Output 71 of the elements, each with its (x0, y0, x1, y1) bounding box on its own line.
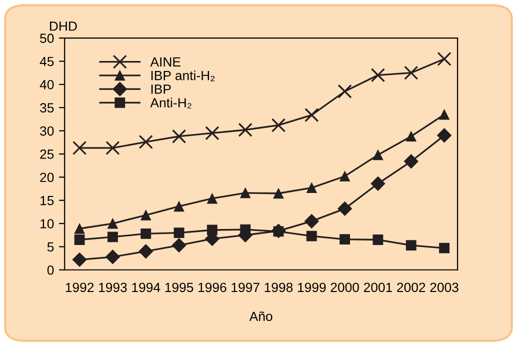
point (172, 129, 186, 144)
y-tick-label: 25 (40, 150, 54, 159)
point (174, 228, 184, 238)
y-tick-label: 0 (47, 265, 54, 275)
point (304, 108, 319, 122)
point (437, 52, 452, 66)
point (338, 84, 352, 98)
x-tick-label: 1998 (264, 282, 293, 292)
point (74, 223, 85, 234)
x-tick-label: 2003 (430, 282, 458, 292)
point (306, 182, 317, 194)
point (406, 131, 416, 142)
y-tick-label: 45 (40, 56, 54, 66)
point (238, 122, 252, 137)
point (72, 252, 87, 267)
x-tick-label: 1997 (232, 282, 260, 292)
point (107, 232, 118, 242)
point (205, 126, 220, 140)
point (340, 171, 350, 182)
legend-label: Anti-H₂ (150, 98, 192, 108)
point (304, 214, 319, 228)
x-tick-label: 1999 (298, 282, 326, 292)
point (138, 244, 154, 259)
y-tick-label: 10 (40, 219, 54, 228)
point (74, 234, 85, 245)
x-tick-label: 1996 (198, 282, 226, 292)
point (240, 188, 251, 198)
point (72, 140, 87, 156)
point (372, 234, 384, 245)
point (174, 201, 184, 212)
point (439, 109, 450, 120)
point (138, 134, 153, 149)
x-axis-title: Año (249, 311, 272, 322)
legend-label: IBP anti-H₂ (151, 70, 215, 82)
point (370, 68, 386, 82)
point (105, 250, 120, 264)
x-tick-label: 2000 (330, 282, 359, 292)
point (406, 240, 416, 251)
x-tick-label: 1992 (66, 282, 94, 292)
x-tick-label: 2001 (364, 282, 392, 292)
point (404, 154, 418, 169)
point (107, 218, 118, 229)
point (206, 193, 218, 204)
point (404, 66, 418, 80)
point (439, 242, 450, 254)
point (306, 230, 317, 242)
point (140, 210, 152, 220)
point (340, 234, 350, 244)
point (338, 201, 352, 216)
point (273, 188, 284, 199)
point (140, 228, 152, 239)
x-tick-label: 1993 (99, 282, 127, 292)
y-tick-label: 30 (40, 126, 54, 136)
y-tick-label: 20 (40, 172, 54, 182)
point (370, 176, 386, 191)
x-tick-label: 2002 (397, 282, 426, 292)
y-tick-label: 15 (40, 196, 54, 206)
x-tick-label: 1995 (165, 282, 194, 292)
point (271, 118, 286, 132)
legend-label: AINE (150, 57, 180, 66)
y-tick-label: 50 (40, 34, 54, 43)
point (372, 150, 384, 160)
y-axis-title: DHD (50, 22, 77, 31)
y-tick-label: 40 (40, 80, 54, 90)
y-tick-label: 35 (40, 103, 54, 113)
point (172, 238, 186, 253)
point (106, 140, 120, 156)
legend-label: IBP (151, 84, 171, 94)
y-tick-label: 5 (47, 242, 54, 252)
x-tick-label: 1994 (132, 282, 160, 292)
point (437, 128, 452, 143)
